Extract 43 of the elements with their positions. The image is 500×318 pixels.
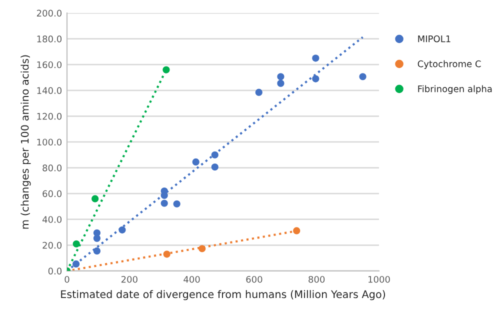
point [293,227,300,234]
y-tick-label: 160.0 [37,61,62,68]
y-tick-label: 120.0 [37,112,62,120]
x-tick-label: 0 [64,276,70,283]
x-tick-label: 200 [121,276,138,283]
y-axis-title: m (changes per 100 amino acids) [20,55,31,229]
point [312,54,320,62]
y-tick-label: 80.0 [42,164,62,172]
y-tick-label: 60.0 [42,190,62,198]
point [198,245,206,252]
point [277,80,284,87]
x-tick-label: 400 [184,276,200,283]
point [163,250,170,258]
point [93,247,100,254]
legend-label: Fibrinogen alpha [418,85,492,94]
y-tick-label: 180.0 [37,36,62,42]
point [72,260,80,268]
point [312,75,320,82]
point [192,158,200,166]
point [118,226,126,234]
legend-label: MIPOL1 [418,35,450,42]
point [92,195,99,202]
point [211,163,218,171]
point [173,200,180,208]
point [93,234,100,242]
y-tick-label: 200.0 [36,10,62,17]
x-tick-label: 1000 [368,276,390,283]
point [359,73,366,80]
point [160,200,168,207]
x-axis-title: Estimated date of divergence from humans (Million Years Ago) [61,290,386,300]
y-tick-label: 140.0 [37,87,62,94]
point [277,73,284,80]
point [255,88,262,96]
point [72,240,80,248]
point [211,151,218,158]
y-tick-label: 40.0 [42,216,62,223]
point [162,66,170,74]
y-tick-label: 100.0 [37,138,62,146]
x-tick-label: 600 [246,276,262,283]
x-tick-label: 800 [308,276,325,283]
y-tick-label: 20.0 [42,242,62,249]
y-tick-label: 0.0 [48,268,62,274]
legend-label: Cytochrome C [418,60,481,69]
